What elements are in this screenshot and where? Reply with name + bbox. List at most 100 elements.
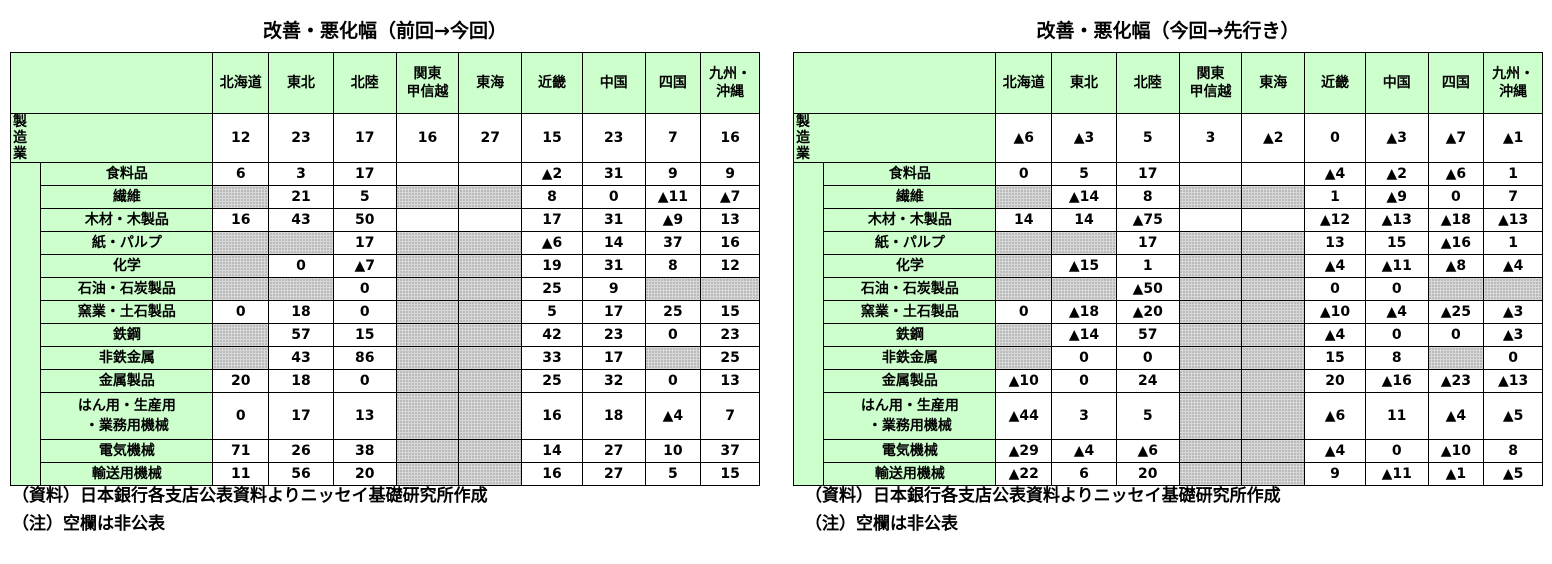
row-label: 鉄鋼 (40, 323, 214, 347)
value-cell (1051, 231, 1117, 255)
value-cell: 0 (1364, 277, 1429, 301)
value-cell (1241, 162, 1306, 186)
value-cell: 8 (1364, 346, 1429, 370)
value-cell (1241, 208, 1306, 232)
value-cell (458, 369, 523, 393)
value-cell: 0 (644, 323, 702, 347)
value-cell: ▲25 (1427, 300, 1485, 324)
value-cell: ▲75 (1115, 208, 1180, 232)
line1: 金属製品 (881, 373, 938, 389)
value-cell: 15 (1304, 346, 1366, 370)
line1: 石油・石炭製品 (77, 281, 176, 297)
value-cell: 17 (581, 346, 646, 370)
value-cell: 23 (700, 323, 760, 347)
value-cell: 20 (212, 369, 270, 393)
value-cell (995, 323, 1053, 347)
line1: 四国 (1441, 75, 1470, 91)
value-cell: 0 (332, 369, 397, 393)
value-cell: 12 (700, 254, 760, 278)
value-cell: 21 (268, 185, 334, 209)
value-cell: ▲13 (1483, 369, 1543, 393)
value-cell: 7 (1483, 185, 1543, 209)
line1: 化学 (112, 258, 141, 274)
value-cell: ▲4 (1304, 323, 1366, 347)
value-cell: 13 (700, 208, 760, 232)
value-cell (395, 231, 460, 255)
line1: 東北 (1069, 75, 1098, 91)
table-row: 紙・パルプ 17 ▲6 14 37 16 (11, 231, 760, 255)
right-source-note: （資料）日本銀行各支店公表資料よりニッセイ基礎研究所作成 (805, 486, 1281, 506)
line1: 製造業 (796, 114, 810, 162)
value-cell: 8 (1115, 185, 1180, 209)
value-cell: 1 (1483, 162, 1543, 186)
value-cell: 25 (700, 346, 760, 370)
table-row: 電気機械 71 26 38 14 27 10 37 (11, 439, 760, 463)
right-notes: （資料）日本銀行各支店公表資料よりニッセイ基礎研究所作成 （注）空欄は非公表 (805, 482, 1281, 538)
value-cell (212, 185, 270, 209)
line1: 鉄鋼 (112, 327, 141, 343)
value-cell: ▲2 (521, 162, 583, 186)
value-cell (1241, 369, 1306, 393)
table-row: 鉄鋼 57 15 42 23 0 23 (11, 323, 760, 347)
value-cell (395, 277, 460, 301)
row-label: 金属製品 (823, 369, 997, 393)
value-cell: 5 (521, 300, 583, 324)
indent-column (9, 162, 42, 486)
value-cell: 14 (581, 231, 646, 255)
value-cell (395, 323, 460, 347)
value-cell (395, 208, 460, 232)
value-cell: 0 (1051, 346, 1117, 370)
value-cell (1178, 439, 1243, 463)
row-label: 化学 (40, 254, 214, 278)
line1: 輸送用機械 (91, 466, 162, 482)
right-panel: 改善・悪化幅（今回→先行き） 北海道 東北 北陸 関東 甲信越 東海 近畿 中国 四国 九州・ 沖縄… (792, 16, 1543, 486)
value-cell: 0 (995, 300, 1053, 324)
value-cell: 13 (1304, 231, 1366, 255)
value-cell (1178, 162, 1243, 186)
table-row: 繊維 21 5 8 0 ▲11 ▲7 (11, 185, 760, 209)
table-row: 紙・パルプ 17 13 15 ▲16 1 (794, 231, 1543, 255)
line1: 電気機械 (98, 443, 155, 459)
line1: 関東 (413, 66, 442, 82)
value-cell: ▲12 (1304, 208, 1366, 232)
value-cell: 0 (1364, 439, 1429, 463)
line1: 北陸 (350, 75, 379, 91)
region-header: 近畿 (1304, 52, 1366, 114)
region-header: 北海道 (995, 52, 1053, 114)
value-cell: 0 (644, 369, 702, 393)
row-label: 食料品 (40, 162, 214, 186)
line1: 東海 (1259, 75, 1288, 91)
value-cell: ▲44 (995, 392, 1053, 440)
value-cell: ▲4 (1304, 254, 1366, 278)
value-cell: 18 (581, 392, 646, 440)
value-cell (1241, 323, 1306, 347)
region-header: 東海 (1241, 52, 1306, 114)
value-cell: 5 (1115, 392, 1180, 440)
right-table-title: 改善・悪化幅（今回→先行き） (1036, 20, 1300, 42)
value-cell (995, 277, 1053, 301)
region-header: 北海道 (212, 52, 270, 114)
value-cell (395, 439, 460, 463)
value-cell (395, 162, 460, 186)
row-label: 食料品 (823, 162, 997, 186)
value-cell: 1 (1115, 254, 1180, 278)
value-cell (395, 392, 460, 440)
value-cell: ▲4 (1051, 439, 1117, 463)
value-cell: ▲16 (1364, 369, 1429, 393)
value-cell (1178, 369, 1243, 393)
region-header: 東海 (458, 52, 523, 114)
value-cell: 7 (700, 392, 760, 440)
value-cell: ▲5 (1483, 392, 1543, 440)
line1: 九州・ (1492, 66, 1535, 82)
value-cell: 57 (1115, 323, 1180, 347)
right-data-table: 北海道 東北 北陸 関東 甲信越 東海 近畿 中国 四国 九州・ 沖縄 製造業 ▲6 ▲3 5 3 ▲2 0 ▲3 ▲… (792, 52, 1543, 486)
value-cell (1427, 277, 1485, 301)
value-cell (1178, 462, 1243, 486)
row-label: 製造業 (9, 113, 41, 163)
value-cell: 0 (1427, 323, 1485, 347)
value-cell: 9 (1304, 462, 1366, 486)
value-cell: ▲10 (1304, 300, 1366, 324)
row-label: 電気機械 (40, 439, 214, 463)
value-cell: 3 (1178, 113, 1243, 163)
value-cell: ▲8 (1427, 254, 1485, 278)
